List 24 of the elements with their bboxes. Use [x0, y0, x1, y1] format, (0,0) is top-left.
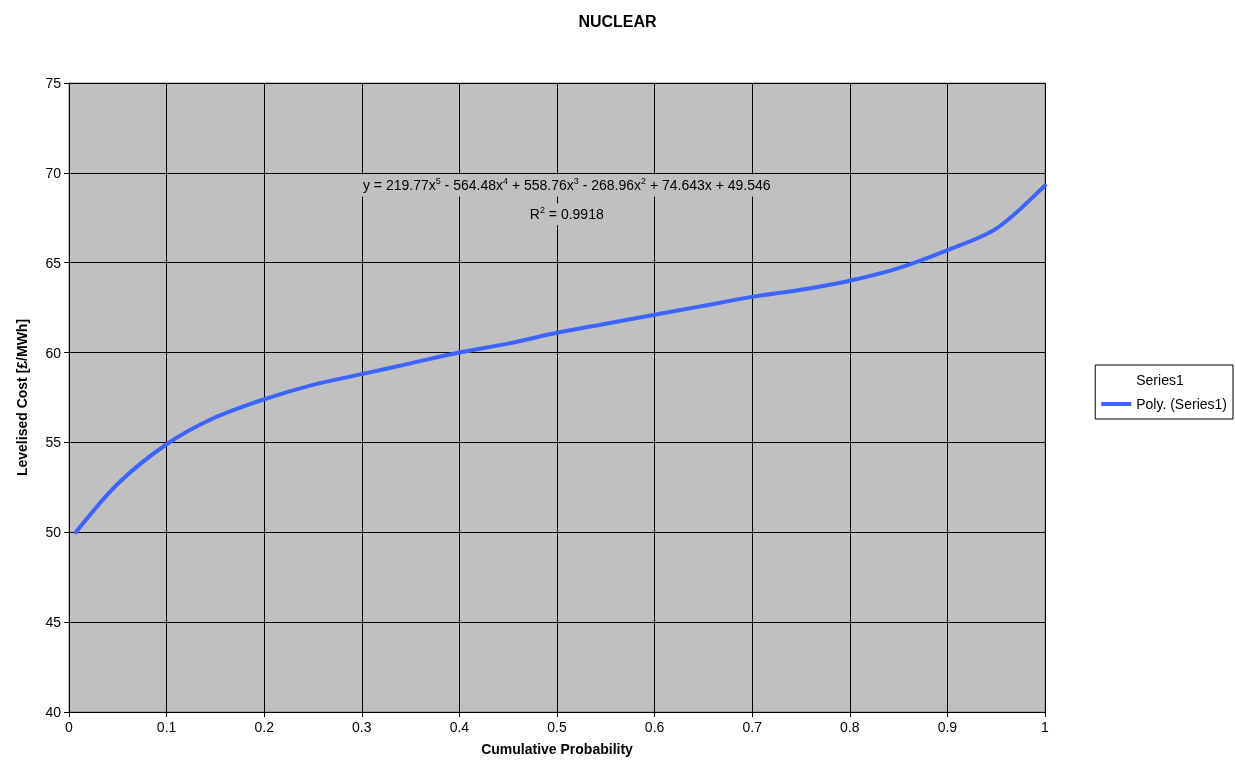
- x-tick-label: 0.9: [937, 719, 958, 735]
- y-tick-label: 70: [45, 164, 62, 181]
- text: Series1: [1136, 372, 1184, 388]
- x-tick-label: 0.2: [254, 719, 275, 735]
- x-tick-label: 1: [1041, 719, 1050, 735]
- y-tick-label: 40: [45, 704, 62, 720]
- y-tick-label: 55: [45, 434, 62, 451]
- legend-label: Poly. (Series1): [1136, 396, 1228, 412]
- y-tick-label: 60: [45, 344, 62, 361]
- y-tick-label: 65: [45, 254, 62, 271]
- chart-title: NUCLEAR: [578, 12, 658, 30]
- x-tick-label: 0.4: [449, 719, 470, 735]
- x-axis-title: Cumulative Probability: [481, 741, 634, 757]
- y-tick-label: 50: [45, 524, 62, 541]
- x-tick-label: 0: [65, 719, 74, 735]
- x-tick-label: 0.7: [742, 719, 763, 735]
- x-tick-label: 0.8: [840, 719, 860, 735]
- y-tick-label: 75: [45, 75, 62, 91]
- x-tick-label: 0.3: [352, 719, 372, 735]
- x-tick-label: 0.6: [644, 719, 665, 735]
- y-tick-label: 45: [45, 614, 62, 631]
- x-tick-label: 0.5: [547, 719, 567, 735]
- x-tick-label: 0.1: [156, 719, 177, 735]
- y-axis-title: Levelised Cost [£/MWh]: [14, 318, 30, 477]
